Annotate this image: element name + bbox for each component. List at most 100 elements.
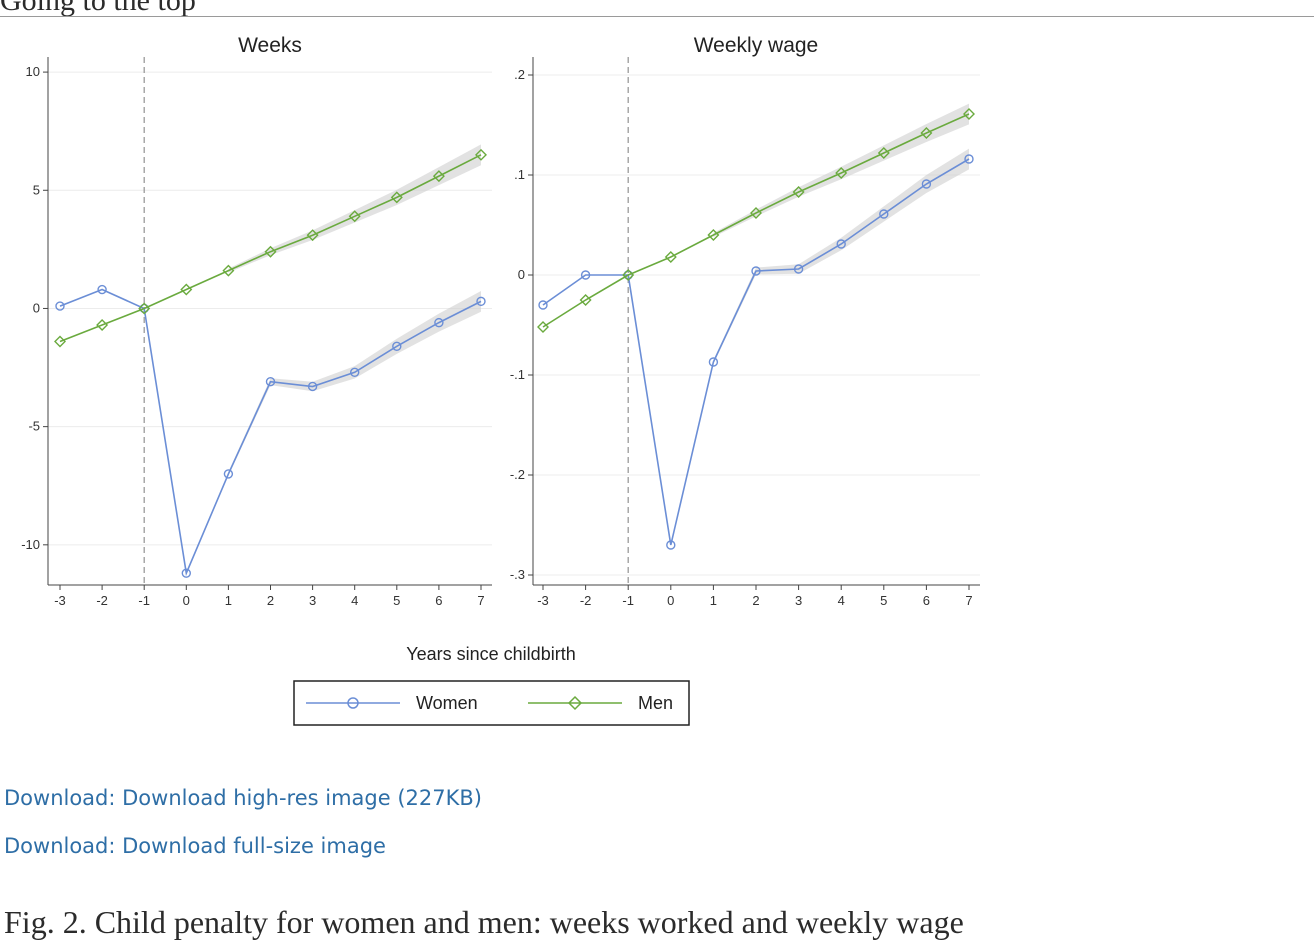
data-point-women: [538, 300, 548, 310]
data-point-men: [877, 147, 890, 159]
data-point-men: [138, 302, 151, 315]
series-line-men: [59, 154, 482, 343]
data-point-men: [180, 283, 193, 296]
data-point-women: [139, 303, 149, 314]
y-tick-label: .1: [514, 167, 525, 182]
x-tick-label: 6: [435, 593, 442, 608]
legend-label-men: Men: [638, 693, 673, 713]
y-tick-label: -.3: [510, 567, 525, 582]
data-point-women: [708, 357, 719, 367]
y-tick-label: 0: [33, 300, 40, 315]
series-line-women: [542, 158, 970, 546]
x-tick-label: 7: [477, 593, 484, 608]
data-point-men: [432, 170, 445, 183]
divider: [0, 16, 1314, 17]
data-point-men: [622, 269, 635, 281]
data-point-women: [666, 540, 676, 550]
data-point-women: [307, 381, 318, 392]
y-tick-label: 5: [33, 182, 40, 197]
x-tick-label: 5: [880, 593, 887, 608]
legend: Women Men: [293, 680, 690, 726]
data-point-women: [793, 264, 804, 274]
x-tick-label: 4: [838, 593, 845, 608]
series-line-men: [542, 113, 970, 328]
data-point-men: [306, 229, 319, 242]
chart-panel-2: .2 .1 0 -.1 -.2 -.3 -3 -2 -1 0 1 2 3 4 5 6 7 Weekly wage: [510, 34, 980, 608]
y-tick-label: .2: [514, 67, 525, 82]
confidence-band-men: [713, 103, 969, 237]
x-tick-label: 3: [795, 593, 802, 608]
data-point-men: [792, 186, 805, 198]
data-point-women: [580, 270, 591, 280]
data-point-men: [750, 207, 762, 219]
data-point-men: [835, 167, 848, 179]
data-point-women: [55, 301, 65, 311]
data-point-women: [879, 209, 889, 219]
data-point-women: [265, 377, 276, 387]
y-tick-label: -.1: [510, 367, 525, 382]
data-point-women: [350, 367, 360, 377]
cut-off-heading: Going to the top: [0, 0, 196, 16]
x-tick-label: 5: [393, 593, 400, 608]
y-tick-label: -5: [28, 419, 40, 434]
legend-marker-women: [347, 697, 359, 709]
data-point-men: [963, 108, 975, 120]
data-point-men: [537, 321, 549, 333]
chart-title: Weekly wage: [694, 34, 819, 57]
download-high-res-link[interactable]: Download: Download high-res image (227KB…: [4, 786, 482, 810]
x-tick-label: 4: [351, 593, 358, 608]
data-point-women: [921, 179, 932, 189]
data-point-women: [97, 284, 107, 295]
data-point-men: [54, 335, 66, 348]
data-point-men: [96, 319, 109, 331]
confidence-band-women: [228, 291, 481, 476]
x-tick-label: -3: [537, 593, 549, 608]
data-point-men: [222, 264, 235, 277]
legend-marker-men: [567, 695, 583, 711]
data-point-women: [623, 270, 633, 280]
download-full-size-link[interactable]: Download: Download full-size image: [4, 834, 386, 858]
y-tick-label: -.2: [510, 467, 525, 482]
y-tick-label: 0: [518, 267, 525, 282]
x-tick-label: 7: [965, 593, 972, 608]
x-tick-label: -1: [622, 593, 634, 608]
data-point-men: [920, 127, 933, 139]
data-point-women: [836, 239, 846, 249]
confidence-band-men: [228, 144, 481, 273]
x-tick-label: 1: [710, 593, 717, 608]
figure-caption: Fig. 2. Child penalty for women and men:…: [4, 904, 964, 940]
data-point-women: [751, 266, 761, 276]
x-tick-label: -3: [54, 593, 66, 608]
x-axis-title: Years since childbirth: [406, 644, 575, 664]
x-tick-label: -2: [580, 593, 592, 608]
data-point-men: [348, 210, 361, 223]
data-point-women: [392, 341, 402, 351]
x-tick-label: 0: [667, 593, 674, 608]
chart-title: Weeks: [238, 34, 302, 57]
confidence-band-women: [713, 148, 969, 364]
legend-label-women: Women: [416, 693, 478, 713]
x-tick-label: -2: [96, 593, 108, 608]
x-tick-label: 3: [309, 593, 316, 608]
x-tick-label: 0: [183, 593, 190, 608]
data-point-women: [181, 568, 192, 578]
data-point-women: [964, 154, 974, 164]
data-point-men: [664, 251, 677, 263]
x-tick-label: 2: [267, 593, 274, 608]
data-point-men: [390, 191, 403, 204]
y-tick-label: 10: [26, 64, 40, 79]
data-point-men: [264, 245, 277, 258]
x-tick-label: 6: [923, 593, 930, 608]
data-point-women: [434, 317, 444, 328]
x-tick-label: 1: [225, 593, 232, 608]
data-point-men: [707, 229, 720, 241]
y-tick-label: -10: [21, 537, 40, 552]
x-tick-label: -1: [138, 593, 150, 608]
data-point-women: [223, 469, 234, 479]
x-tick-label: 2: [752, 593, 759, 608]
data-point-men: [475, 148, 487, 161]
data-point-men: [579, 294, 592, 306]
series-line-women: [59, 288, 482, 577]
